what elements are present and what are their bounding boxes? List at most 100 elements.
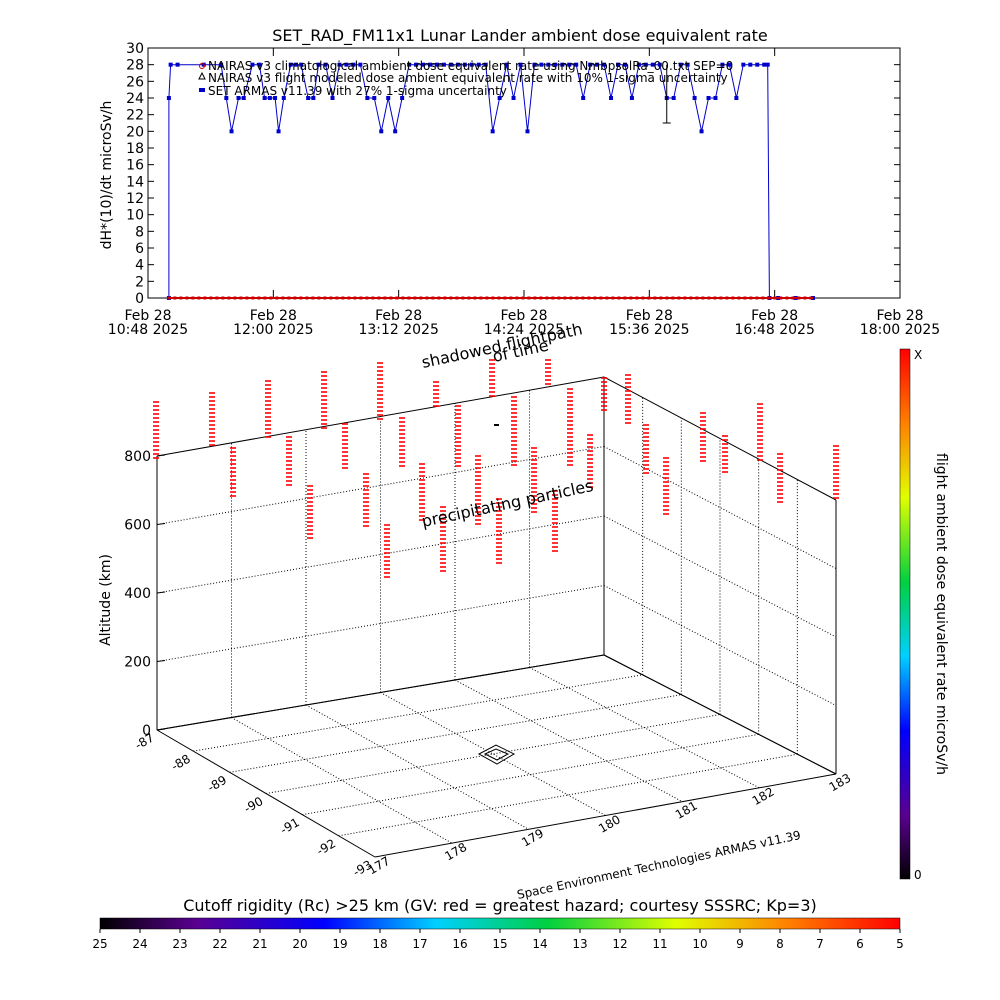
lon-tick-label: 180 [596, 812, 623, 836]
colorbar-top-label: X [914, 348, 922, 362]
data-point [455, 296, 459, 300]
y-tick-label: 22 [126, 108, 144, 124]
legend-marker-1 [199, 63, 205, 69]
data-point [713, 96, 718, 100]
legend-marker-3 [199, 88, 205, 92]
data-point [765, 62, 770, 67]
data-point [622, 62, 627, 67]
rigidity-caption: Cutoff rigidity (Rc) >25 km (GV: red = g… [183, 896, 817, 915]
data-point [803, 296, 807, 300]
data-point [748, 62, 753, 67]
data-point [515, 296, 519, 300]
data-point [281, 96, 286, 100]
z-tick-mark [156, 454, 166, 457]
z-tick-label: 400 [124, 586, 151, 602]
data-point [518, 62, 523, 67]
data-point [755, 296, 759, 300]
data-point [299, 62, 304, 67]
data-point [311, 96, 316, 100]
data-point [167, 296, 171, 300]
data-point [567, 62, 572, 67]
data-point [720, 62, 725, 67]
data-point [219, 62, 224, 67]
data-point [269, 296, 273, 300]
data-point [414, 62, 419, 67]
3d-points [153, 359, 839, 765]
x-tick-label-time: 12:00 2025 [233, 322, 313, 338]
data-point [678, 62, 683, 67]
data-point [434, 62, 439, 67]
lat-tick-label: -88 [169, 752, 193, 774]
data-point [483, 62, 488, 67]
data-point [179, 296, 183, 300]
data-point [636, 62, 641, 67]
legend-entry-3: SET ARMAS v11.39 with 27% 1-sigma uncert… [208, 84, 507, 98]
data-point [629, 296, 633, 300]
z-tick-label: 600 [124, 518, 151, 534]
y-tick-label: 24 [126, 91, 144, 107]
data-point [677, 296, 681, 300]
data-point [288, 62, 293, 67]
lat-tick-label: -91 [278, 815, 302, 837]
data-point [393, 129, 398, 134]
landing-site-marker [477, 744, 516, 765]
credit-text: Space Environment Technologies ARMAS v11… [516, 828, 802, 902]
data-point [241, 96, 246, 100]
data-point [587, 296, 591, 300]
data-point [689, 296, 693, 300]
floor-grid-line [305, 704, 529, 830]
data-point [692, 96, 697, 100]
data-point [762, 62, 767, 67]
data-point [389, 296, 393, 300]
rigidity-colorbar: Cutoff rigidity (Rc) >25 km (GV: red = g… [92, 896, 903, 951]
legend-entry-1: NAIRAS v3 climatological ambient dose eq… [208, 59, 733, 73]
y-tick-label: 4 [135, 258, 144, 274]
timeseries-panel: SET_RAD_FM11x1 Lunar Lander ambient dose… [99, 26, 940, 338]
x-tick-label-date: Feb 28 [751, 308, 798, 324]
data-point [323, 62, 328, 67]
data-point [351, 62, 356, 67]
x-tick-label-time: 14:24 2025 [484, 322, 564, 338]
data-point [413, 296, 417, 300]
data-point [497, 96, 502, 100]
y-tick-label: 26 [126, 74, 144, 90]
rigidity-label: 5 [896, 937, 904, 951]
data-point [701, 296, 705, 300]
data-point [657, 62, 662, 67]
series-group [166, 62, 815, 300]
data-point [643, 62, 648, 67]
data-point [671, 296, 675, 300]
data-point [316, 62, 321, 67]
wall-grid-line [156, 515, 605, 594]
data-point [428, 62, 432, 67]
floor-grid-line [265, 714, 721, 794]
data-point [441, 62, 446, 67]
wall-grid-line [603, 376, 837, 501]
data-point [337, 62, 342, 67]
data-point [683, 296, 687, 300]
data-point [250, 62, 255, 67]
data-point [276, 129, 281, 134]
data-point [473, 296, 477, 300]
data-point [641, 296, 645, 300]
data-point [251, 296, 255, 300]
y-axis-label: dH*(10)/dt microSv/h [99, 101, 115, 250]
lon-tick-label: 182 [750, 785, 777, 809]
data-point [731, 296, 735, 300]
z-axis-label: Altitude (km) [98, 554, 114, 646]
data-point [347, 296, 351, 300]
data-point [671, 96, 676, 100]
data-point [539, 62, 544, 67]
x-tick-label-time: 10:48 2025 [108, 322, 188, 338]
data-point [588, 62, 593, 67]
data-point [767, 296, 771, 300]
data-point [425, 296, 429, 300]
data-point [797, 296, 801, 300]
data-point [647, 296, 651, 300]
legend-entry-2: NAIRAS v3 flight modeled dose ambient eq… [208, 71, 728, 85]
lat-tick-label: -90 [242, 794, 266, 816]
lon-tick-label: 181 [673, 798, 700, 822]
y-tick-label: 2 [135, 274, 144, 290]
data-point [699, 129, 704, 134]
rigidity-label: 17 [412, 937, 427, 951]
